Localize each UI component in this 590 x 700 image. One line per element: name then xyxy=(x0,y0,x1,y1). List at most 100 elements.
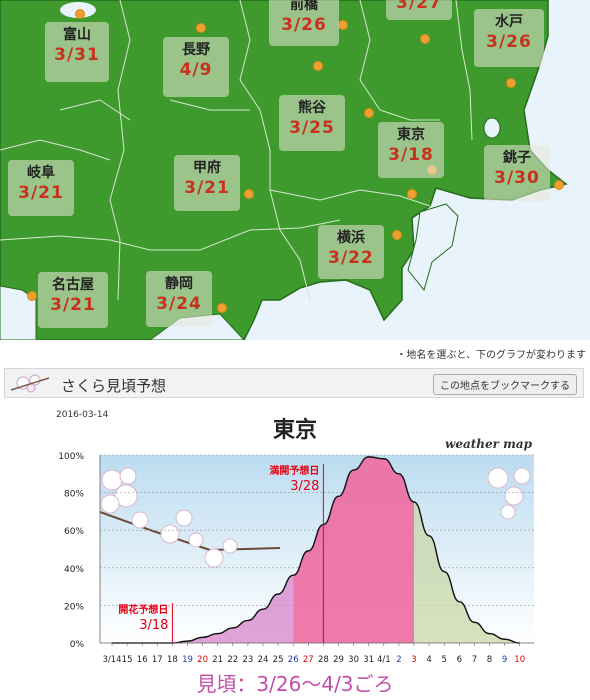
chart-x-axis: 3/14 15 16 17 18 19 20 21 22 23 24 25 26 27 28 29 30 31 4/… xyxy=(100,642,534,665)
data-point xyxy=(383,458,385,460)
band-fade xyxy=(414,502,520,643)
city-dot xyxy=(407,189,417,199)
data-point xyxy=(292,574,294,576)
marker-label: 開花予想日 xyxy=(118,603,168,616)
city-mito[interactable]: 水戸 3/26 xyxy=(474,9,544,67)
city-dot xyxy=(244,189,254,199)
section-title: さくら見頃予想 xyxy=(61,377,167,395)
x-tick-label: 6 xyxy=(457,655,462,665)
data-point xyxy=(307,550,309,552)
city-name: 水戸 xyxy=(495,14,523,30)
prime-viewing-period: 見頃：3/26〜4/3ごろ xyxy=(196,672,394,696)
y-tick-label: 40% xyxy=(64,565,84,575)
marker-label: 満開予想日 xyxy=(269,464,319,477)
marker-date: 3/28 xyxy=(290,479,319,494)
x-tick-label: 2 xyxy=(396,655,401,665)
city-dot xyxy=(27,291,37,301)
map-hint: ・地名を選ぶと、下のグラフが変わります xyxy=(396,350,586,361)
city-name: 静岡 xyxy=(165,276,193,292)
city-name: 横浜 xyxy=(337,230,365,246)
city-toyama[interactable]: 富山 3/31 xyxy=(45,22,109,82)
city-kumagaya[interactable]: 熊谷 3/25 xyxy=(279,95,345,151)
weather-map-logo: weather map xyxy=(444,437,532,451)
bookmark-button[interactable]: この地点をブックマークする xyxy=(433,374,577,395)
data-point xyxy=(398,473,400,475)
city-name: 名古屋 xyxy=(52,277,94,293)
city-dot xyxy=(75,9,85,19)
data-point xyxy=(277,593,279,595)
city-nagano[interactable]: 長野 4/9 xyxy=(163,37,229,97)
city-dot xyxy=(554,180,564,190)
data-point xyxy=(247,619,249,622)
kanto-map-graphic xyxy=(0,0,568,340)
city-shizuoka[interactable]: 静岡 3/24 xyxy=(146,271,212,327)
city-date: 4/9 xyxy=(179,60,213,80)
city-date: 3/21 xyxy=(50,295,96,315)
city-date: 3/26 xyxy=(486,32,532,52)
city-gifu[interactable]: 岐阜 3/21 xyxy=(8,160,74,216)
city-name: 甲府 xyxy=(193,160,221,176)
city-name: 前橋 xyxy=(290,0,318,13)
city-tokyo[interactable]: 東京 3/18 xyxy=(378,122,444,178)
city-dot xyxy=(420,34,430,44)
city-date: 3/24 xyxy=(156,294,202,314)
city-date: 3/21 xyxy=(18,183,64,203)
x-tick-label: 30 xyxy=(348,655,359,665)
x-tick-label: 3/14 xyxy=(102,655,121,665)
city-name: 銚子 xyxy=(503,150,531,166)
x-tick-label: 19 xyxy=(182,655,193,665)
series-line xyxy=(112,456,520,644)
data-point xyxy=(353,469,355,471)
cherry-blossom-decoration xyxy=(99,467,531,568)
data-point xyxy=(186,640,189,642)
city-name: 東京 xyxy=(397,127,425,143)
city-date: 3/30 xyxy=(494,168,540,188)
city-dot xyxy=(392,230,402,240)
x-tick-label: 28 xyxy=(318,655,329,665)
city-dot xyxy=(338,20,348,30)
city-dot xyxy=(313,61,323,71)
city-nagoya[interactable]: 名古屋 3/21 xyxy=(38,272,108,328)
city-date: 3/27 xyxy=(396,0,442,13)
x-tick-label: 22 xyxy=(227,655,238,665)
city-date: 3/25 xyxy=(289,118,335,138)
data-point xyxy=(473,621,475,623)
city-date: 3/26 xyxy=(281,15,327,35)
data-point xyxy=(413,501,415,503)
x-tick-label: 8 xyxy=(487,655,492,665)
city-name: 富山 xyxy=(63,27,91,43)
x-tick-label: 29 xyxy=(333,655,344,665)
city-date: 3/21 xyxy=(184,178,230,198)
x-tick-label: 20 xyxy=(197,655,208,665)
city-date: 3/18 xyxy=(388,145,434,165)
marker-date: 3/18 xyxy=(139,618,168,633)
sakura-chart: 開花予想日 3/18 満開予想日 3/28 0% 20% 40% 60% 80% 100% 3/… xyxy=(58,452,534,665)
x-tick-label: 10 xyxy=(514,655,525,665)
y-tick-label: 100% xyxy=(58,452,84,462)
x-tick-label: 5 xyxy=(441,655,446,665)
chart-y-axis: 0% 20% 40% 60% 80% 100% xyxy=(58,452,101,650)
x-tick-label: 17 xyxy=(152,655,163,665)
x-tick-label: 4/1 xyxy=(377,655,391,665)
x-tick-label: 21 xyxy=(212,655,223,665)
x-tick-label: 24 xyxy=(258,655,269,665)
data-point xyxy=(232,627,234,629)
data-point xyxy=(458,601,460,603)
city-date: 3/31 xyxy=(54,45,100,65)
x-tick-label: 27 xyxy=(303,655,314,665)
city-maebashi[interactable]: 前橋 3/26 xyxy=(269,0,339,46)
city-yokohama[interactable]: 横浜 3/22 xyxy=(318,225,384,279)
city-choshi[interactable]: 銚子 3/30 xyxy=(484,145,550,201)
x-tick-label: 16 xyxy=(137,655,148,665)
data-point xyxy=(443,570,445,573)
data-point xyxy=(488,633,491,635)
band-bloom xyxy=(172,575,294,643)
city-dot xyxy=(506,78,516,88)
x-tick-label: 31 xyxy=(363,655,374,665)
data-point xyxy=(262,608,264,610)
y-tick-label: 0% xyxy=(70,640,85,650)
city-name: 岐阜 xyxy=(27,165,55,181)
city-utsunomiya[interactable]: 3/27 xyxy=(386,0,452,20)
x-tick-label: 26 xyxy=(288,655,299,665)
city-kofu[interactable]: 甲府 3/21 xyxy=(174,155,240,211)
